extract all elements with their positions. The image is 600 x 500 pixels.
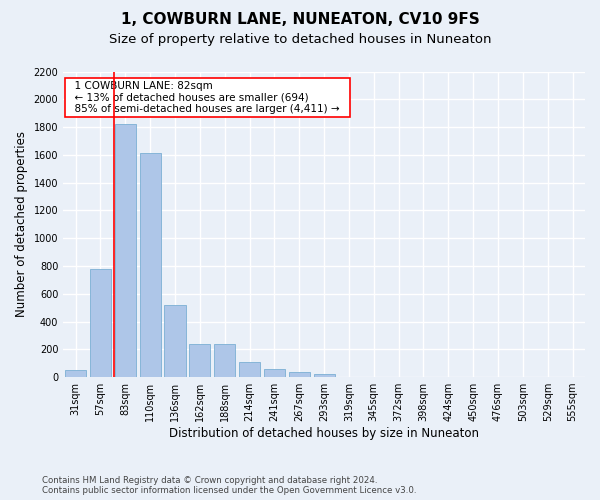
Bar (239, 362, 260, 377)
Bar (214, 344, 235, 377)
Text: 1, COWBURN LANE, NUNEATON, CV10 9FS: 1, COWBURN LANE, NUNEATON, CV10 9FS (121, 12, 479, 28)
Bar (90, 268, 111, 377)
Bar (164, 305, 185, 377)
Bar (140, 154, 161, 377)
Text: Contains HM Land Registry data © Crown copyright and database right 2024.
Contai: Contains HM Land Registry data © Crown c… (42, 476, 416, 495)
Bar (115, 124, 136, 377)
Text: Size of property relative to detached houses in Nuneaton: Size of property relative to detached ho… (109, 32, 491, 46)
Bar (314, 374, 335, 377)
Bar (189, 344, 211, 377)
X-axis label: Distribution of detached houses by size in Nuneaton: Distribution of detached houses by size … (169, 427, 479, 440)
Y-axis label: Number of detached properties: Number of detached properties (15, 132, 28, 318)
Text: 1 COWBURN LANE: 82sqm
  ← 13% of detached houses are smaller (694)
  85% of semi: 1 COWBURN LANE: 82sqm ← 13% of detached … (68, 80, 347, 114)
Bar (264, 370, 285, 377)
Bar (65, 370, 86, 377)
Bar (289, 372, 310, 377)
